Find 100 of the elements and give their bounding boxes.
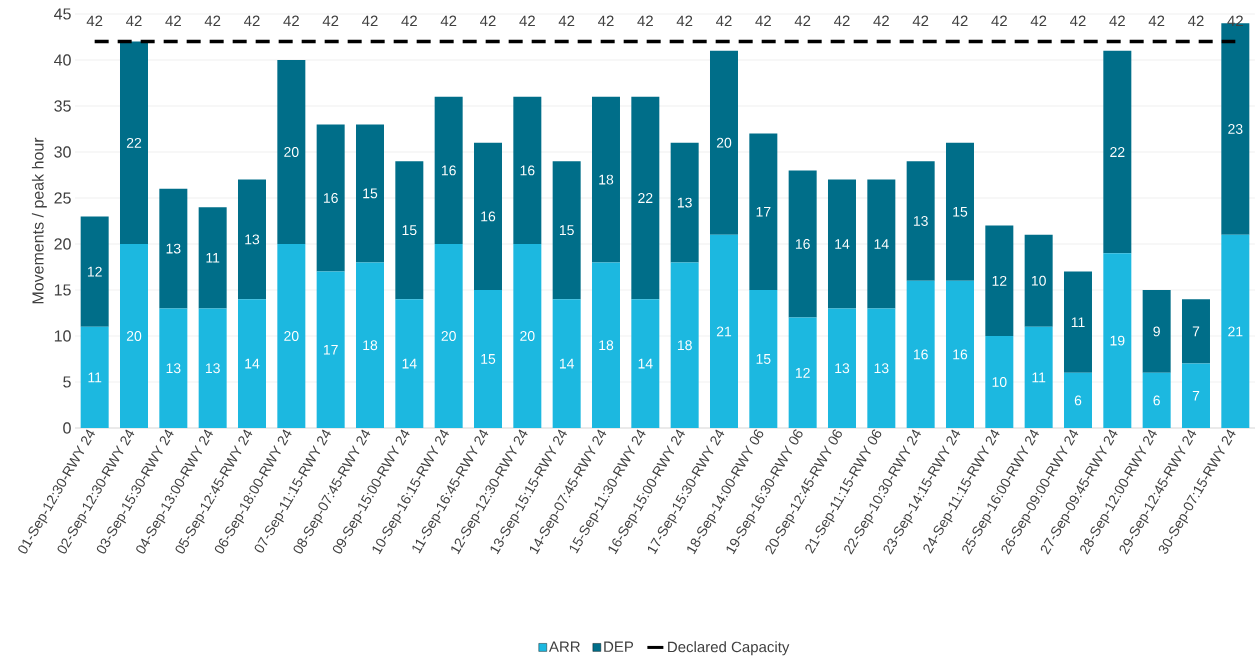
bar	[749, 290, 778, 428]
y-tick-label: 45	[54, 8, 71, 20]
data-label: 14	[559, 358, 575, 369]
data-label: 13	[835, 363, 850, 374]
bar	[80, 326, 109, 428]
data-label: 13	[913, 216, 928, 226]
data-label: 15	[559, 225, 574, 236]
data-label: 42	[480, 15, 496, 27]
data-label: 23	[1228, 124, 1243, 134]
bar	[670, 142, 699, 263]
bar	[513, 96, 542, 244]
bar	[1221, 234, 1250, 428]
data-label: 42	[598, 15, 614, 27]
data-label: 20	[126, 331, 142, 341]
data-label: 17	[323, 344, 338, 355]
bar	[356, 262, 384, 428]
y-tick-label: 30	[54, 146, 71, 158]
data-label: 42	[86, 15, 103, 27]
data-label: 42	[794, 15, 811, 27]
bar	[985, 225, 1014, 336]
data-label: 15	[402, 225, 417, 236]
bar	[1142, 372, 1171, 428]
data-label: 16	[795, 239, 810, 249]
data-label: 22	[1110, 147, 1125, 157]
data-label: 14	[874, 239, 889, 249]
data-label: 42	[755, 15, 771, 27]
data-label: 42	[716, 15, 732, 27]
data-label: 42	[126, 15, 142, 27]
data-label: 7	[1192, 390, 1200, 401]
data-label: 13	[166, 243, 181, 254]
data-label: 42	[519, 15, 535, 27]
data-label: 42	[1148, 15, 1165, 27]
data-label: 22	[126, 137, 142, 148]
data-label: 14	[638, 358, 653, 369]
bar	[631, 96, 660, 300]
data-label: 42	[873, 15, 889, 27]
data-label: 15	[953, 206, 968, 217]
data-label: 21	[1228, 326, 1243, 337]
bar	[1024, 234, 1053, 327]
data-label: 18	[363, 340, 378, 351]
bar	[395, 161, 424, 300]
data-label: 42	[1030, 15, 1047, 27]
bar	[867, 308, 896, 428]
data-label: 42	[912, 15, 929, 27]
data-label: 20	[716, 137, 732, 148]
bar	[198, 207, 227, 309]
bar	[867, 179, 896, 309]
y-tick-label: 10	[54, 330, 71, 342]
y-tick-label: 40	[54, 54, 71, 66]
bar	[749, 133, 778, 290]
legend-label: ARR	[548, 641, 580, 652]
bar	[710, 50, 738, 235]
data-label: 14	[245, 358, 260, 369]
bar	[513, 244, 542, 428]
data-label: 16	[441, 165, 456, 176]
bar	[1142, 290, 1171, 373]
data-label: 22	[638, 193, 653, 203]
bar	[1063, 372, 1092, 428]
bar	[356, 124, 384, 263]
bar	[159, 188, 188, 309]
data-label: 12	[795, 367, 810, 378]
data-label: 18	[677, 340, 692, 351]
data-label: 11	[88, 372, 102, 383]
bar	[434, 244, 463, 428]
data-label: 11	[1071, 317, 1085, 328]
y-tick-label: 15	[54, 284, 71, 296]
bar	[395, 299, 424, 428]
bar	[788, 170, 817, 318]
data-label: 13	[205, 363, 220, 374]
data-label: 42	[165, 15, 181, 27]
data-label: 42	[991, 15, 1007, 27]
bar	[1024, 326, 1053, 428]
data-label: 42	[637, 15, 653, 27]
data-label: 20	[284, 331, 299, 341]
data-label: 13	[677, 197, 692, 208]
data-label: 15	[481, 354, 496, 364]
legend-label: DEP	[604, 641, 634, 652]
bar	[80, 216, 109, 327]
bar	[1103, 253, 1132, 428]
bar	[474, 290, 502, 428]
data-label: 42	[1109, 15, 1125, 27]
bar	[552, 299, 581, 428]
bar	[906, 161, 935, 281]
data-label: 20	[441, 331, 456, 341]
bar	[985, 336, 1014, 428]
data-label: 42	[558, 15, 575, 27]
bar	[316, 124, 345, 272]
bar	[120, 41, 148, 244]
data-label: 42	[283, 15, 299, 27]
data-label: 19	[1110, 335, 1125, 346]
data-label: 15	[756, 354, 771, 364]
data-label: 9	[1153, 326, 1160, 337]
y-tick-label: 25	[54, 192, 71, 204]
data-label: 13	[245, 234, 260, 245]
y-tick-label: 0	[63, 422, 71, 434]
bar	[1181, 363, 1210, 428]
data-label: 12	[992, 275, 1007, 286]
data-label: 42	[401, 15, 417, 27]
bar	[945, 142, 974, 281]
data-label: 21	[716, 326, 732, 337]
